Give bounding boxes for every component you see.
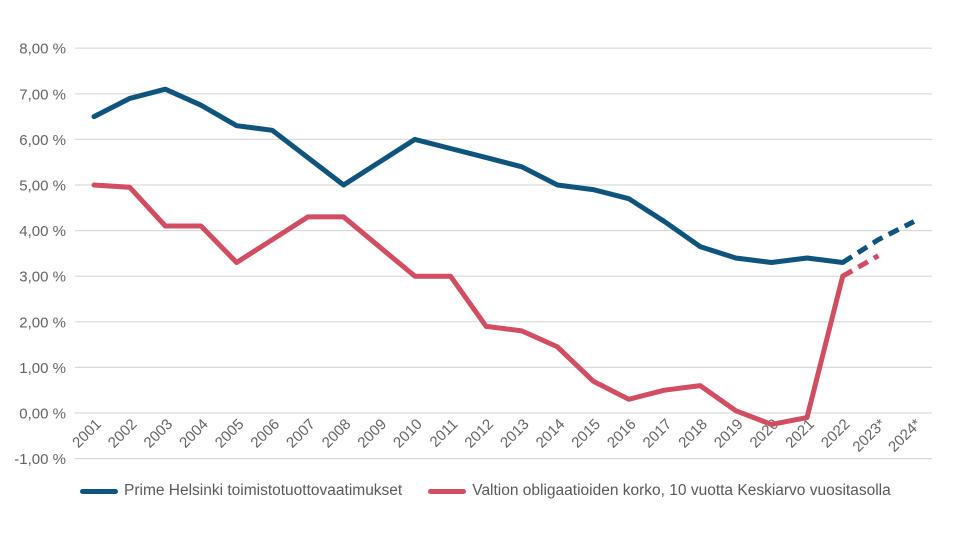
x-axis-year-label: 2015 <box>568 416 604 452</box>
x-axis-year-label: 2005 <box>212 416 248 452</box>
series-bond-rate-line-dashed-forecast <box>841 253 880 279</box>
x-axis-year-label: 2014 <box>533 416 569 452</box>
y-axis-tick-label: 5,00 % <box>19 178 66 195</box>
x-axis-year-label: 2012 <box>461 416 497 452</box>
legend-label-prime-helsinki: Prime Helsinki toimistotuottovaatimukset <box>124 482 403 499</box>
plot-area: 8,00 % 7,00 % 6,00 % 5,00 % 4,00 % 3,00 % 2,00… <box>14 41 932 468</box>
y-axis-tick-label: 3,00 % <box>19 269 66 286</box>
x-axis-year-label: 2007 <box>283 416 319 452</box>
legend-item-prime-helsinki: Prime Helsinki toimistotuottovaatimukset <box>80 482 402 500</box>
y-axis-tick-label: 2,00 % <box>19 314 66 331</box>
legend-swatch-red-line <box>428 488 467 494</box>
y-axis-tick-label: -1,00 % <box>14 451 66 468</box>
x-axis-year-label: 2019 <box>711 416 747 452</box>
legend: Prime Helsinki toimistotuottovaatimukset… <box>80 482 891 500</box>
y-axis-tick-label: 8,00 % <box>19 41 66 58</box>
y-axis-tick-label: 4,00 % <box>19 223 66 240</box>
series-bond-rate-line-solid <box>91 182 846 427</box>
series-prime-helsinki-line-solid <box>91 86 846 265</box>
x-axis-year-label: 2018 <box>675 416 711 452</box>
legend-item-bond-rate: Valtion obligaatioiden korko, 10 vuotta … <box>428 482 891 500</box>
x-axis-year-label: 2003 <box>141 416 177 452</box>
x-axis-year-label: 2022 <box>818 416 854 452</box>
x-axis-year-label: 2001 <box>69 416 105 452</box>
x-axis-year-label: 2011 <box>427 416 462 451</box>
y-axis-tick-label: 6,00 % <box>19 132 66 149</box>
legend-swatch-blue-line <box>80 488 118 494</box>
x-axis-year-label: 2008 <box>319 416 355 452</box>
x-axis-year-label: 2017 <box>640 416 676 452</box>
series-prime-helsinki-line-dashed-forecast <box>841 219 916 265</box>
x-axis-year-label: 2009 <box>354 416 390 452</box>
x-axis-year-label: 2002 <box>105 416 141 452</box>
y-axis-tick-label: 0,00 % <box>19 406 66 423</box>
x-axis-year-label: 2013 <box>497 416 533 452</box>
x-axis-year-label: 2016 <box>604 416 640 452</box>
x-axis-year-label: 2023* <box>849 416 889 456</box>
x-axis-year-label: 2024* <box>885 416 925 456</box>
x-axis-year-label: 2010 <box>390 416 426 452</box>
y-axis-tick-label: 7,00 % <box>19 86 66 103</box>
legend-label-bond-rate: Valtion obligaatioiden korko, 10 vuotta … <box>472 482 891 499</box>
x-axis-year-label: 2006 <box>247 416 283 452</box>
y-axis-tick-label: 1,00 % <box>19 360 66 377</box>
x-axis-year-label: 2004 <box>176 416 212 452</box>
